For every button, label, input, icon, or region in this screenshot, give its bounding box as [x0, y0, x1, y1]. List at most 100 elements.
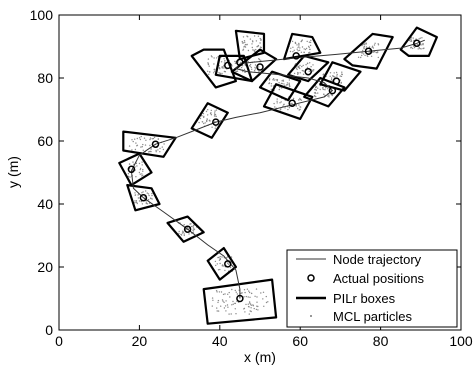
- mcl-particle: [314, 91, 316, 94]
- mcl-particle: [178, 230, 180, 233]
- mcl-particle: [325, 87, 327, 89]
- mcl-particle: [314, 88, 316, 91]
- mcl-particle: [134, 166, 136, 168]
- mcl-particle: [207, 70, 209, 73]
- mcl-particle: [246, 43, 248, 46]
- mcl-particle: [255, 48, 257, 51]
- x-axis-label: x (m): [244, 349, 276, 365]
- mcl-particle: [235, 313, 237, 315]
- mcl-particle: [319, 88, 321, 91]
- mcl-particle: [357, 56, 360, 58]
- mcl-particle: [142, 170, 144, 172]
- mcl-particle: [308, 70, 310, 73]
- mcl-particle: [289, 50, 292, 53]
- mcl-particle: [365, 43, 367, 45]
- mcl-particle: [285, 84, 288, 86]
- mcl-particle: [310, 39, 312, 42]
- mcl-particle: [201, 121, 204, 123]
- mcl-particle: [208, 119, 211, 122]
- mcl-particle: [161, 146, 163, 148]
- mcl-particle: [135, 162, 138, 165]
- mcl-particle: [215, 115, 217, 118]
- mcl-particle: [220, 305, 222, 307]
- mcl-particle: [155, 149, 157, 152]
- mcl-particle: [247, 60, 249, 63]
- mcl-particle: [297, 71, 299, 74]
- mcl-particle: [302, 64, 304, 67]
- mcl-particle: [208, 73, 210, 76]
- actual-position-marker: [236, 294, 244, 303]
- mcl-particle: [149, 144, 151, 147]
- mcl-particle: [274, 106, 276, 108]
- mcl-particle: [223, 307, 226, 309]
- mcl-particle: [220, 291, 223, 293]
- mcl-particle: [254, 66, 256, 69]
- mcl-particle: [408, 39, 411, 42]
- mcl-particle: [231, 65, 233, 67]
- mcl-particle: [360, 56, 362, 59]
- mcl-particle: [214, 110, 216, 112]
- mcl-particle: [310, 66, 312, 68]
- mcl-particle: [219, 258, 221, 260]
- mcl-particle: [142, 149, 144, 151]
- mcl-particle: [157, 149, 159, 151]
- mcl-particle: [136, 145, 138, 147]
- mcl-particle: [296, 44, 298, 46]
- mcl-particle: [140, 200, 142, 203]
- mcl-particle: [364, 44, 366, 46]
- mcl-particle: [415, 44, 417, 46]
- mcl-particle: [227, 262, 229, 265]
- mcl-particle: [335, 71, 338, 74]
- mcl-particle: [251, 68, 253, 71]
- mcl-particle: [128, 163, 131, 165]
- mcl-particle: [190, 223, 192, 225]
- mcl-particle: [207, 62, 209, 64]
- mcl-particle: [145, 200, 147, 202]
- mcl-particle: [255, 308, 258, 311]
- mcl-particle: [207, 63, 210, 66]
- mcl-particle: [248, 313, 250, 315]
- mcl-particle: [241, 65, 244, 67]
- mcl-particle: [213, 70, 216, 72]
- mcl-particle: [218, 72, 220, 74]
- mcl-particle: [226, 304, 229, 306]
- mcl-particle: [231, 304, 233, 306]
- mcl-particle: [305, 47, 308, 50]
- mcl-particle: [127, 175, 130, 178]
- mcl-particle: [272, 78, 275, 80]
- mcl-particle: [153, 136, 156, 139]
- mcl-particle: [276, 79, 279, 81]
- mcl-particle: [215, 264, 217, 267]
- mcl-particle: [157, 138, 160, 140]
- mcl-particle: [255, 40, 258, 42]
- mcl-particle: [422, 43, 424, 45]
- mcl-particle: [232, 303, 234, 305]
- mcl-particle: [423, 47, 425, 49]
- mcl-particle: [221, 72, 223, 75]
- mcl-particle: [410, 46, 412, 49]
- mcl-particle: [373, 44, 376, 46]
- mcl-particle: [236, 70, 238, 73]
- mcl-particle: [214, 260, 217, 263]
- mcl-particle: [213, 115, 216, 117]
- mcl-particle: [143, 137, 146, 139]
- pilr-box: [343, 32, 394, 70]
- mcl-particle: [140, 146, 142, 148]
- mcl-particle: [257, 66, 260, 68]
- mcl-particle: [256, 296, 258, 298]
- mcl-particle: [415, 38, 417, 40]
- mcl-particle: [410, 40, 413, 42]
- mcl-particle: [222, 293, 225, 296]
- mcl-particle: [270, 88, 272, 91]
- mcl-particle: [246, 288, 249, 290]
- mcl-particle: [147, 193, 150, 195]
- mcl-particle: [279, 109, 282, 111]
- mcl-particle: [131, 139, 133, 141]
- mcl-particle: [287, 108, 289, 111]
- pilr-box: [319, 61, 362, 92]
- mcl-particle: [281, 87, 283, 89]
- mcl-particle: [279, 86, 281, 89]
- mcl-particle: [293, 72, 296, 75]
- y-tick-label: 80: [37, 70, 53, 86]
- mcl-particle: [341, 71, 343, 73]
